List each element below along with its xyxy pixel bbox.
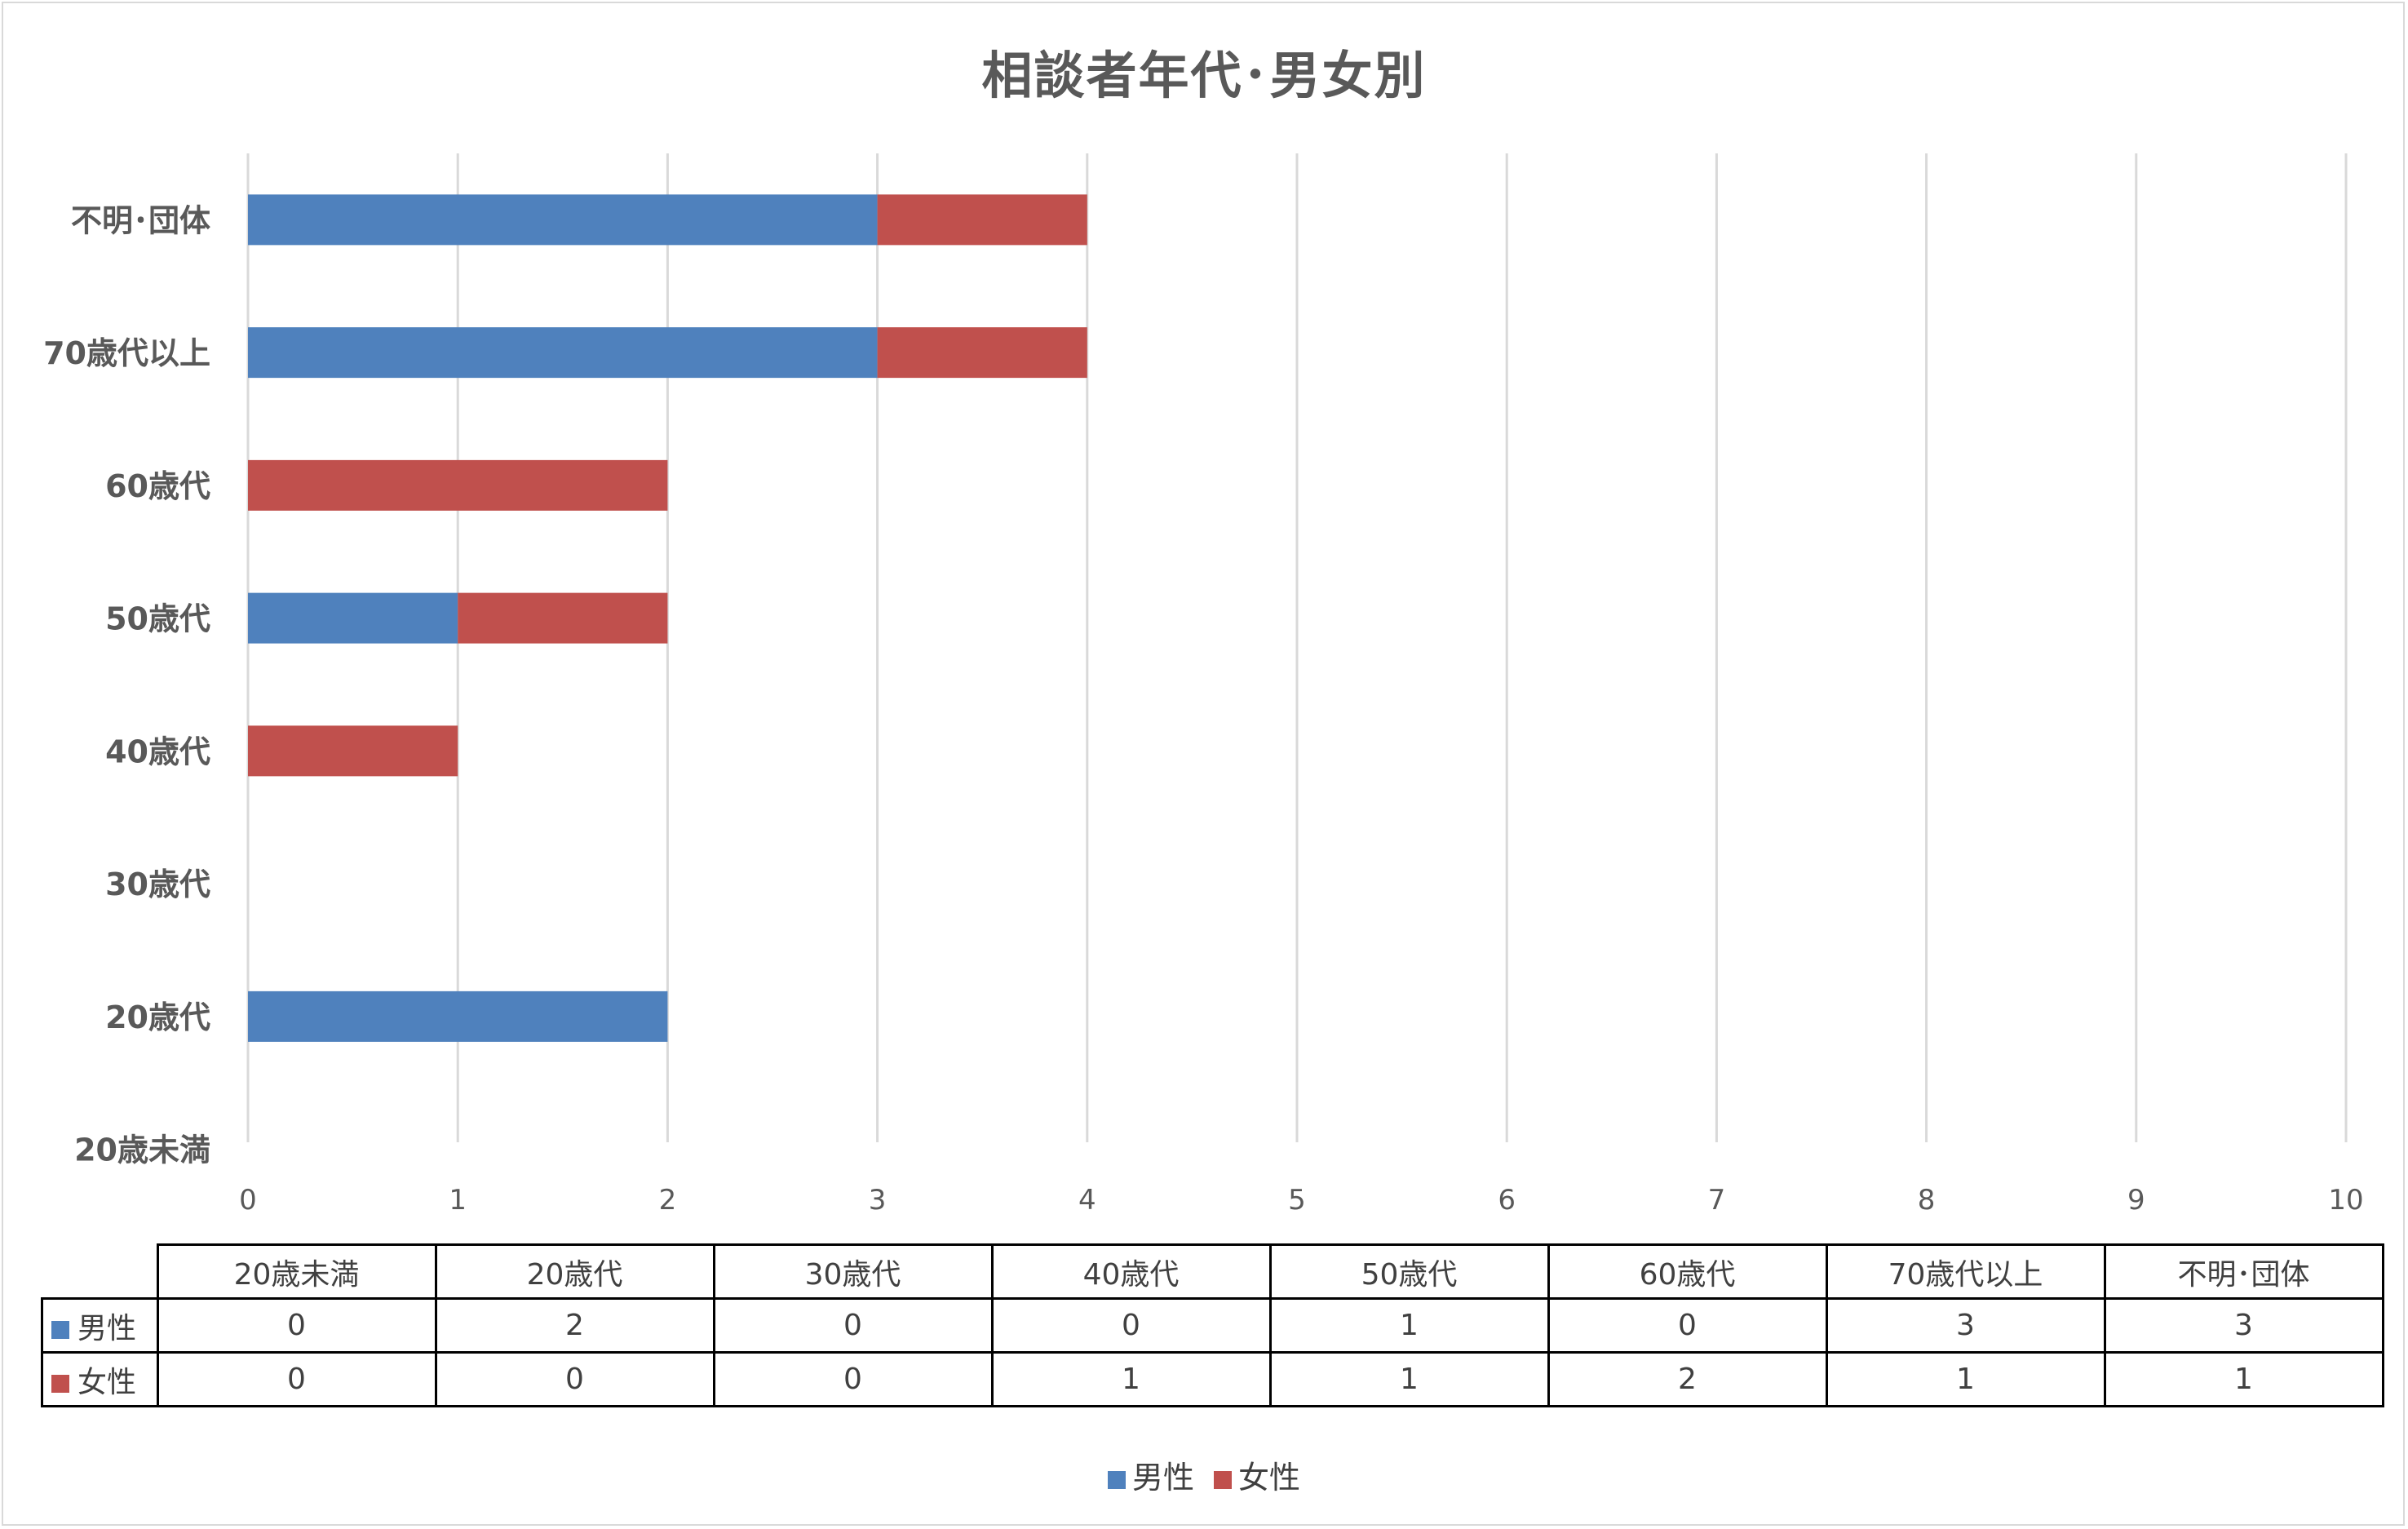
y-tick-label: 70歳代以上 xyxy=(43,335,210,371)
bar-segment xyxy=(248,194,878,246)
series-name: 男性 xyxy=(77,1311,137,1345)
table-cell: 2 xyxy=(434,1297,715,1354)
bar-segment xyxy=(248,725,458,777)
x-tick-label: 4 xyxy=(1078,1184,1096,1217)
series-name: 女性 xyxy=(77,1365,137,1399)
table-column-header: 40歳代 xyxy=(990,1243,1272,1300)
x-tick-labels: 0 1 2 3 4 5 6 7 8 9 10 xyxy=(239,1184,2363,1217)
x-tick-label: 7 xyxy=(1708,1184,1726,1217)
bars xyxy=(248,194,1087,1042)
x-tick-label: 5 xyxy=(1288,1184,1306,1217)
table-cell: 0 xyxy=(156,1297,437,1354)
table-series-label: 男性 xyxy=(41,1297,159,1354)
legend: 男性 女性 xyxy=(0,1452,2408,1497)
gridlines xyxy=(246,153,2348,1142)
bar-segment xyxy=(248,327,878,379)
table-series-label: 女性 xyxy=(41,1351,159,1407)
x-tick-label: 9 xyxy=(2127,1184,2145,1217)
bar-segment xyxy=(877,327,1087,379)
x-tick-label: 2 xyxy=(659,1184,677,1217)
series-swatch xyxy=(51,1374,69,1393)
table-cell: 0 xyxy=(1547,1297,1828,1354)
table-cell: 0 xyxy=(712,1297,994,1354)
table-cell: 1 xyxy=(990,1351,1272,1407)
legend-item: 男性 xyxy=(1107,1452,1194,1497)
bar-segment xyxy=(248,459,668,511)
x-tick-label: 0 xyxy=(239,1184,257,1217)
y-tick-label: 50歳代 xyxy=(105,601,210,637)
table-header-row: 20歳未満 20歳代 30歳代 40歳代 50歳代 60歳代 70歳代以上 不明･団体 xyxy=(42,1243,2384,1300)
y-tick-label: 不明･団体 xyxy=(71,202,210,238)
bar-segment xyxy=(877,194,1087,246)
chart-title: 相談者年代･男女別 xyxy=(981,46,1427,105)
table-column-header: 50歳代 xyxy=(1268,1243,1550,1300)
legend-swatch xyxy=(1107,1470,1126,1489)
table-cell: 0 xyxy=(990,1297,1272,1354)
x-tick-label: 6 xyxy=(1498,1184,1516,1217)
legend-swatch xyxy=(1214,1470,1232,1489)
data-table: 20歳未満 20歳代 30歳代 40歳代 50歳代 60歳代 70歳代以上 不明･団体 男性 0 2… xyxy=(41,1243,2384,1407)
table-column-header: 30歳代 xyxy=(712,1243,994,1300)
table-cell: 0 xyxy=(712,1351,994,1407)
table-corner xyxy=(42,1244,159,1300)
table-cell: 0 xyxy=(156,1351,437,1407)
y-tick-label: 20歳代 xyxy=(105,999,210,1035)
table-cell: 1 xyxy=(1825,1351,2106,1407)
y-tick-label: 20歳未満 xyxy=(74,1132,210,1168)
x-tick-label: 1 xyxy=(449,1184,467,1217)
table-cell: 1 xyxy=(1268,1297,1550,1354)
table-cell: 1 xyxy=(1268,1351,1550,1407)
table-column-header: 20歳代 xyxy=(434,1243,715,1300)
series-swatch xyxy=(51,1320,69,1339)
bar-segment xyxy=(458,592,668,644)
y-tick-label: 30歳代 xyxy=(105,866,210,902)
y-tick-label: 60歳代 xyxy=(105,468,210,504)
y-tick-label: 40歳代 xyxy=(105,733,210,769)
bar-segment xyxy=(248,592,458,644)
x-tick-label: 10 xyxy=(2328,1184,2363,1217)
table-row: 男性 0 2 0 0 1 0 3 3 xyxy=(41,1297,2384,1354)
legend-item: 女性 xyxy=(1214,1452,1300,1497)
table-column-header: 60歳代 xyxy=(1547,1243,1828,1300)
table-column-header: 70歳代以上 xyxy=(1825,1243,2106,1300)
table-column-header: 20歳未満 xyxy=(156,1243,437,1300)
table-cell: 1 xyxy=(2103,1351,2384,1407)
table-cell: 3 xyxy=(2103,1297,2384,1354)
table-row: 女性 0 0 0 1 1 2 1 1 xyxy=(41,1351,2384,1407)
table-column-header: 不明･団体 xyxy=(2103,1243,2384,1300)
bar-segment xyxy=(248,991,668,1042)
table-cell: 2 xyxy=(1547,1351,1828,1407)
x-tick-label: 3 xyxy=(869,1184,887,1217)
x-tick-label: 8 xyxy=(1918,1184,1936,1217)
legend-label: 男性 xyxy=(1131,1460,1194,1496)
table-cell: 0 xyxy=(434,1351,715,1407)
y-tick-labels: 20歳未満 20歳代 30歳代 40歳代 50歳代 60歳代 70歳代以上 不明･団体 xyxy=(43,202,210,1168)
legend-label: 女性 xyxy=(1238,1460,1301,1496)
table-cell: 3 xyxy=(1825,1297,2106,1354)
